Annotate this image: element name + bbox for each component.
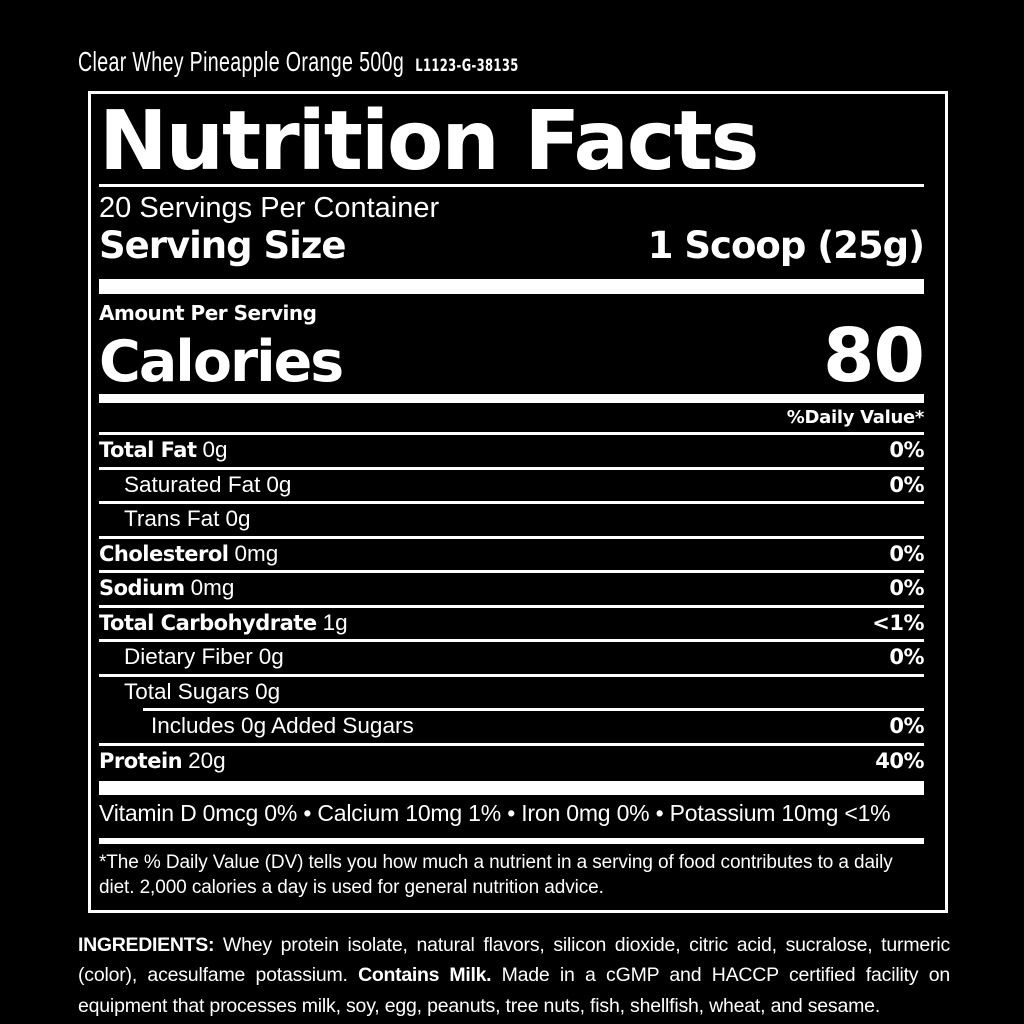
- nutrient-name: Trans Fat 0g: [124, 506, 251, 532]
- nutrient-name: Saturated Fat 0g: [124, 471, 292, 497]
- nutrient-name: Sodium 0mg: [99, 575, 235, 601]
- nutrient-name: Dietary Fiber 0g: [124, 644, 284, 670]
- separator-bar-medium: [99, 393, 924, 403]
- daily-value-footnote: *The % Daily Value (DV) tells you how mu…: [99, 851, 893, 898]
- row-total-sugars: Total Sugars 0g: [99, 673, 924, 709]
- ingredients-paragraph: INGREDIENTS: Whey protein isolate, natur…: [78, 930, 950, 1021]
- serving-size-row: Serving Size 1 Scoop (25g): [99, 223, 925, 267]
- nutrient-dv: <1%: [872, 610, 924, 635]
- contains-statement: Contains Milk.: [358, 964, 492, 987]
- facility-statement: Made in a cGMP and HACCP certified facil…: [78, 964, 950, 1017]
- nutrient-dv: 0%: [889, 714, 924, 739]
- daily-value-header: %Daily Value*: [99, 403, 924, 436]
- nutrition-facts-panel: Nutrition Facts 20 Servings Per Containe…: [88, 91, 948, 914]
- row-protein: Protein 20g 40%: [99, 742, 924, 778]
- nutrient-dv: 0%: [889, 541, 924, 566]
- row-dietary-fiber: Dietary Fiber 0g 0%: [99, 639, 924, 674]
- separator-bar-thick: [99, 781, 924, 796]
- title-rule: [99, 183, 924, 187]
- nutrient-name: Total Carbohydrate 1g: [99, 609, 348, 635]
- row-cholesterol: Cholesterol 0mg 0%: [99, 535, 924, 571]
- serving-size-label: Serving Size: [99, 223, 346, 267]
- panel-title: Nutrition Facts: [99, 94, 759, 189]
- calories-label: Calories: [99, 328, 344, 395]
- product-line: Clear Whey Pineapple Orange 500g L1123-G…: [78, 46, 740, 78]
- nutrient-name: Total Sugars 0g: [124, 678, 281, 704]
- nutrient-dv: 0%: [889, 576, 924, 601]
- row-added-sugars: Includes 0g Added Sugars 0%: [99, 711, 924, 743]
- nutrient-dv: 0%: [889, 438, 924, 463]
- serving-size-value: 1 Scoop (25g): [647, 223, 925, 267]
- nutrient-dv: 0%: [889, 472, 924, 497]
- row-trans-fat: Trans Fat 0g: [99, 501, 924, 536]
- row-total-carbohydrate: Total Carbohydrate 1g <1%: [99, 604, 924, 640]
- nutrient-dv: 40%: [875, 748, 924, 773]
- micronutrients-line: Vitamin D 0mcg 0% • Calcium 10mg 1% • Ir…: [99, 800, 891, 827]
- ingredients-label: INGREDIENTS:: [78, 934, 215, 957]
- product-title: Clear Whey Pineapple Orange 500g: [78, 46, 405, 77]
- separator-bar-small: [99, 837, 924, 844]
- nutrient-dv: 0%: [889, 645, 924, 670]
- ingredients-text: Whey protein isolate, natural flavors, s…: [78, 934, 950, 987]
- calories-row: Calories 80: [99, 312, 925, 399]
- separator-bar-thick: [99, 278, 924, 294]
- added-sugars-partial-rule: [143, 708, 924, 712]
- amount-per-serving-label: Amount Per Serving: [99, 300, 317, 325]
- row-saturated-fat: Saturated Fat 0g 0%: [99, 466, 924, 502]
- nutrient-name: Protein 20g: [99, 747, 226, 773]
- nutrient-name: Cholesterol 0mg: [99, 540, 279, 566]
- servings-per-container: 20 Servings Per Container: [99, 191, 440, 224]
- product-lot-number: L1123-G-38135: [415, 56, 519, 75]
- row-sodium: Sodium 0mg 0%: [99, 570, 924, 605]
- calories-value: 80: [823, 312, 925, 399]
- nutrient-rows: Total Fat 0g 0% Saturated Fat 0g 0% Trans …: [99, 435, 924, 777]
- nutrient-name: Total Fat 0g: [99, 437, 228, 463]
- nutrient-name: Includes 0g Added Sugars: [151, 713, 414, 739]
- row-total-fat: Total Fat 0g 0%: [99, 435, 924, 467]
